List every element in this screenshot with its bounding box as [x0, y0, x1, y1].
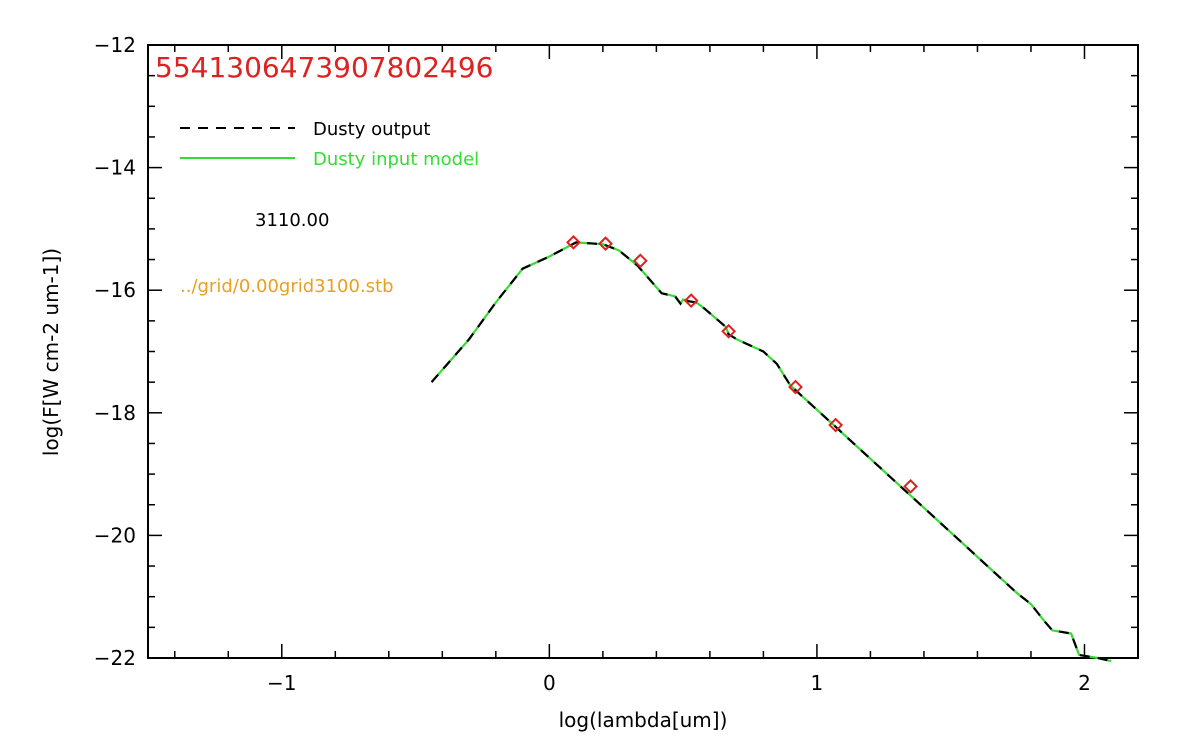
temperature-label: 3110.00	[255, 210, 329, 231]
x-tick-label: 0	[543, 671, 556, 695]
y-tick-label: −22	[94, 646, 136, 670]
photometry-marker	[566, 234, 581, 250]
axis-ticks	[148, 44, 1139, 659]
photometry-marker	[828, 417, 844, 433]
x-tick-label: 2	[1078, 671, 1091, 695]
y-axis-title: log(F[W cm-2 um-1])	[39, 248, 63, 456]
data-markers	[566, 234, 918, 494]
series-dusty-input-model	[430, 241, 1112, 663]
y-tick-label: −14	[94, 156, 136, 180]
photometry-marker	[683, 293, 699, 309]
data-series	[430, 241, 1112, 663]
photometry-marker	[632, 253, 648, 269]
x-axis-title: log(lambda[um])	[559, 708, 728, 732]
series-dusty-output	[430, 241, 1112, 663]
plot-frame	[147, 44, 1139, 659]
photometry-marker	[721, 323, 737, 339]
axis-tick-labels: −1 0 1 2 −22 −20 −18 −16 −14 −12	[94, 33, 1091, 695]
y-tick-label: −18	[94, 401, 136, 425]
legend-dusty-input-label: Dusty input model	[313, 149, 479, 170]
y-tick-label: −20	[94, 523, 136, 547]
y-tick-label: −12	[94, 33, 136, 57]
photometry-marker	[598, 236, 613, 252]
source-identifier: 5541306473907802496	[155, 51, 493, 84]
x-tick-label: −1	[267, 671, 296, 695]
legend: Dusty output Dusty input model	[180, 119, 479, 170]
legend-dusty-output-label: Dusty output	[313, 119, 430, 140]
x-tick-label: 1	[811, 671, 824, 695]
y-tick-label: −16	[94, 278, 136, 302]
grid-file-label: ../grid/0.00grid3100.stb	[180, 276, 394, 297]
photometry-marker	[788, 379, 803, 395]
photometry-marker	[903, 478, 918, 494]
